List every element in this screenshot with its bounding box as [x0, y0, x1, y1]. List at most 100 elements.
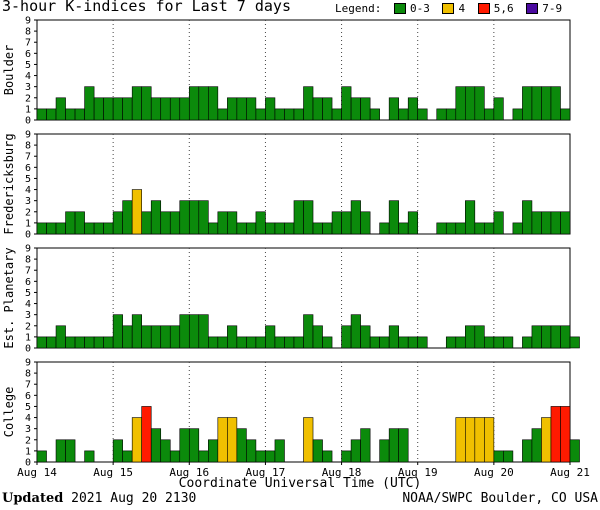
bar-fredericksburg: [398, 222, 409, 235]
bar-college: [188, 428, 200, 463]
bar-boulder: [169, 97, 181, 121]
bar-estplanetary: [65, 336, 76, 349]
bar-fredericksburg: [36, 222, 47, 235]
bar-fredericksburg: [74, 211, 85, 235]
bar-college: [560, 406, 571, 463]
bar-fredericksburg: [131, 189, 142, 235]
bar-college: [388, 428, 399, 463]
y-tick-label: 9: [25, 130, 31, 141]
bar-boulder: [65, 108, 76, 121]
x-tick-label: Aug 16: [169, 466, 209, 479]
bar-estplanetary: [112, 314, 123, 349]
bar-college: [84, 450, 95, 463]
bar-fredericksburg: [541, 211, 552, 235]
bar-boulder: [36, 108, 47, 121]
bar-boulder: [179, 97, 190, 121]
bar-estplanetary: [493, 336, 504, 349]
bar-college: [198, 450, 209, 463]
x-tick-label: Aug 14: [17, 466, 57, 479]
bar-estplanetary: [141, 325, 152, 349]
legend-swatch-7-9: [526, 3, 539, 14]
bar-fredericksburg: [93, 222, 104, 235]
bar-fredericksburg: [103, 222, 114, 235]
bar-college: [160, 439, 171, 463]
bar-college: [455, 417, 466, 463]
bar-fredericksburg: [236, 222, 247, 235]
bar-college: [484, 417, 495, 463]
bar-fredericksburg: [217, 211, 228, 235]
y-tick-label: 9: [25, 244, 31, 255]
bar-estplanetary: [465, 325, 476, 349]
bar-fredericksburg: [560, 211, 571, 235]
bar-college: [503, 450, 514, 463]
legend-item-7-9: 7-9: [542, 2, 563, 15]
bar-fredericksburg: [65, 211, 76, 235]
x-tick-label: Aug 17: [246, 466, 286, 479]
bar-college: [246, 439, 257, 463]
bar-fredericksburg: [407, 211, 419, 235]
bar-fredericksburg: [179, 200, 190, 235]
bar-boulder: [103, 97, 114, 121]
bar-boulder: [341, 86, 352, 121]
y-tick-label: 0: [25, 458, 31, 469]
bar-fredericksburg: [484, 222, 495, 235]
bar-college: [65, 439, 76, 463]
bar-estplanetary: [341, 325, 352, 349]
y-tick-label: 5: [25, 60, 31, 71]
y-tick-label: 0: [25, 230, 31, 241]
bar-estplanetary: [84, 336, 95, 349]
bar-fredericksburg: [550, 211, 561, 235]
bar-estplanetary: [531, 325, 542, 349]
panel-label-boulder: Boulder: [2, 45, 16, 96]
bar-boulder: [284, 108, 295, 121]
y-tick-label: 2: [25, 93, 31, 104]
bar-boulder: [208, 86, 219, 121]
bar-fredericksburg: [312, 222, 323, 235]
bar-fredericksburg: [445, 222, 457, 235]
bar-estplanetary: [208, 336, 219, 349]
bar-fredericksburg: [388, 200, 399, 235]
y-tick-label: 7: [25, 38, 31, 49]
legend-swatch-5-6: [477, 3, 490, 14]
bar-fredericksburg: [284, 222, 295, 235]
bar-college: [312, 439, 323, 463]
bar-fredericksburg: [522, 200, 533, 235]
y-tick-label: 4: [25, 71, 31, 82]
bar-college: [493, 450, 504, 463]
y-tick-label: 5: [25, 288, 31, 299]
bar-boulder: [417, 108, 428, 121]
y-tick-label: 3: [25, 196, 31, 207]
bar-estplanetary: [169, 325, 181, 349]
bar-college: [550, 406, 561, 463]
bar-fredericksburg: [169, 211, 181, 235]
bar-fredericksburg: [55, 222, 66, 235]
bar-college: [474, 417, 485, 463]
bar-estplanetary: [74, 336, 85, 349]
legend-swatch-0-3: [393, 3, 406, 14]
bar-estplanetary: [265, 325, 276, 349]
bar-estplanetary: [484, 336, 495, 349]
bar-estplanetary: [179, 314, 190, 349]
y-tick-label: 3: [25, 82, 31, 93]
bar-fredericksburg: [322, 222, 333, 235]
bar-boulder: [474, 86, 485, 121]
bar-boulder: [188, 86, 200, 121]
bar-estplanetary: [350, 314, 361, 349]
bar-boulder: [445, 108, 457, 121]
chart-title: 3-hour K-indices for Last 7 days: [2, 0, 291, 15]
bar-fredericksburg: [246, 222, 257, 235]
panel-label-estplanetary: Est. Planetary: [2, 247, 16, 348]
bar-estplanetary: [388, 325, 399, 349]
y-tick-label: 1: [25, 104, 31, 115]
bar-estplanetary: [503, 336, 514, 349]
bar-boulder: [398, 108, 409, 121]
y-tick-label: 0: [25, 344, 31, 355]
bar-estplanetary: [150, 325, 162, 349]
bar-fredericksburg: [274, 222, 285, 235]
updated-stamp: Updated 2021 Aug 20 2130: [2, 491, 196, 506]
bar-estplanetary: [227, 325, 238, 349]
y-tick-label: 6: [25, 391, 31, 402]
bar-estplanetary: [303, 314, 314, 349]
y-tick-label: 9: [25, 16, 31, 27]
